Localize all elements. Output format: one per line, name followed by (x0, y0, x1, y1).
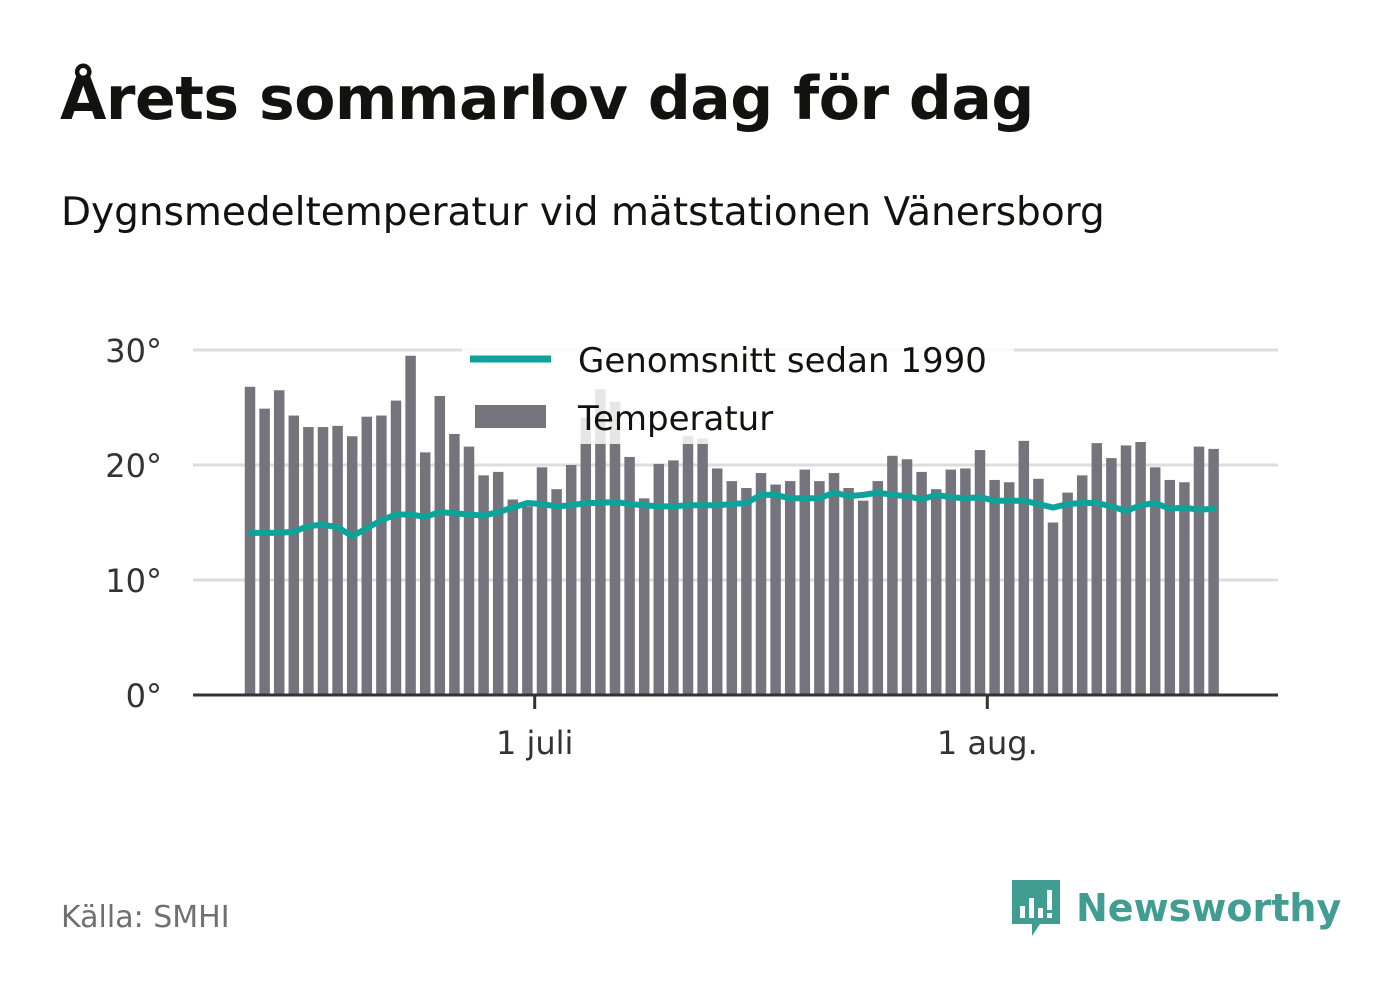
source-note: Källa: SMHI (61, 900, 230, 935)
temperature-bar (989, 479, 1000, 695)
temperature-bar (872, 481, 884, 695)
temperature-bar (814, 481, 825, 695)
x-tick-label: 1 aug. (937, 724, 1038, 762)
temperature-bar (259, 408, 270, 695)
temperature-bar (609, 401, 621, 695)
temperature-bar (799, 469, 811, 695)
temperature-bar (843, 488, 854, 695)
average-series-line (247, 489, 1217, 540)
temperature-bar (945, 469, 957, 695)
temperature-bar (755, 473, 767, 695)
temperature-bar (697, 438, 708, 695)
temperature-bar (668, 460, 679, 695)
y-axis-labels: 0° 10° 20° 30° (105, 332, 162, 715)
x-tick-label: 1 juli (496, 724, 573, 762)
temperature-bars (244, 355, 1219, 695)
y-tick-label: 0° (126, 677, 162, 715)
temperature-bar (711, 468, 723, 695)
temperature-bar (887, 455, 898, 695)
temperature-bar (332, 425, 343, 695)
temperature-bar (624, 456, 635, 695)
temperature-bar (449, 433, 460, 695)
y-tick-label: 30° (105, 332, 162, 370)
temperature-bar (638, 498, 650, 695)
temperature-bar (741, 488, 752, 695)
temperature-bar (1120, 445, 1132, 695)
temperature-bar (1076, 475, 1088, 695)
temperature-bar (346, 436, 358, 695)
temperature-bar (930, 489, 942, 695)
x-axis: 1 juli 1 aug. (193, 693, 1278, 762)
legend-label-average: Genomsnitt sedan 1990 (578, 341, 987, 381)
temperature-bar (1135, 442, 1146, 695)
newsworthy-logo: Newsworthy (1010, 878, 1341, 938)
temperature-bar (595, 389, 606, 695)
temperature-bar (390, 400, 402, 695)
temperature-bar (376, 415, 387, 695)
temperature-bar (1062, 492, 1073, 695)
temperature-bar (536, 467, 548, 695)
temperature-bar (317, 427, 329, 695)
temperature-bar (1149, 467, 1161, 695)
temperature-bar (580, 417, 592, 695)
temperature-bar (916, 471, 927, 695)
temperature-bar (303, 427, 314, 695)
temperature-bar (1091, 443, 1103, 695)
temperature-bar (1018, 440, 1030, 695)
temperature-bar (974, 450, 986, 695)
temperature-bar (1164, 479, 1176, 695)
temperature-bar (1003, 482, 1015, 695)
legend-background (462, 334, 1014, 444)
temperature-bar (273, 390, 285, 695)
temperature-bar (419, 452, 431, 695)
temperature-bar (244, 386, 256, 695)
legend: Genomsnitt sedan 1990 Temperatur (462, 334, 1014, 444)
legend-label-temperature: Temperatur (577, 399, 773, 439)
temperature-bar (492, 471, 504, 695)
legend-bar-swatch (475, 405, 546, 428)
temperature-bar (507, 499, 519, 695)
chart-subtitle: Dygnsmedeltemperatur vid mätstationen Vä… (61, 190, 1105, 235)
temperature-bar (682, 436, 694, 695)
temperature-bar (653, 463, 665, 695)
brand-name: Newsworthy (1076, 886, 1342, 930)
temperature-chart: 0° 10° 20° 30° 1 juli 1 aug. Genomsnitt seda… (105, 332, 1278, 762)
temperature-bar (1047, 522, 1059, 695)
temperature-bar (522, 506, 533, 695)
temperature-bar (405, 355, 416, 695)
temperature-bar (565, 465, 577, 695)
y-tick-label: 10° (105, 562, 162, 600)
temperature-bar (726, 481, 738, 695)
temperature-bar (434, 396, 446, 695)
temperature-bar (960, 468, 971, 695)
bar-chart-speech-bubble-icon (1012, 880, 1060, 936)
temperature-bar (361, 416, 373, 695)
chart-title: Årets sommarlov dag för dag (60, 64, 1034, 134)
temperature-bar (478, 475, 489, 695)
temperature-bar (1106, 458, 1117, 695)
temperature-bar (1179, 482, 1190, 695)
temperature-bar (857, 500, 869, 695)
temperature-bar (1033, 478, 1044, 695)
temperature-bar (288, 415, 300, 695)
temperature-bar (1193, 446, 1205, 695)
y-tick-label: 20° (105, 447, 162, 485)
temperature-bar (463, 446, 475, 695)
temperature-bar (770, 484, 781, 695)
temperature-bar (784, 481, 796, 695)
temperature-bar (1208, 448, 1219, 695)
temperature-bar (901, 459, 913, 695)
temperature-bar (551, 489, 562, 695)
average-line (247, 489, 1217, 540)
temperature-bar (828, 473, 840, 695)
